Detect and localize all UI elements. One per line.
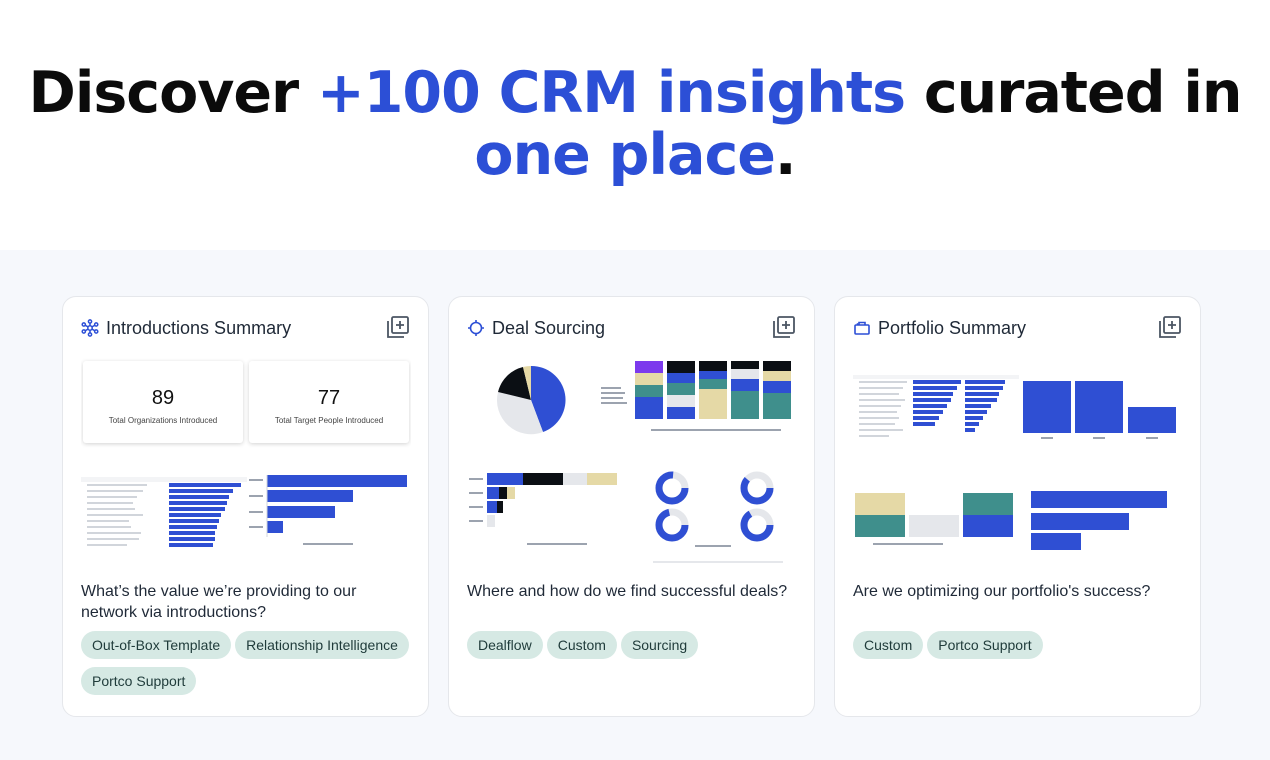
hero-title-middle: curated in: [905, 60, 1243, 126]
card-deal-sourcing[interactable]: Deal Sourcing: [448, 296, 815, 717]
portfolio-summary-thumbnail: [853, 375, 1176, 550]
card-question: Are we optimizing our portfolio's succes…: [853, 583, 1151, 600]
hero-title-prefix: Discover: [28, 60, 317, 126]
card-header: Portfolio Summary: [853, 315, 1182, 341]
card-portfolio-summary[interactable]: Portfolio Summary Are we optimizing our …: [834, 296, 1201, 717]
card-question: Where and how do we find successful deal…: [467, 583, 788, 600]
kpi-label: Total Target People Introduced: [274, 416, 384, 425]
hero-title-accent2: one place: [474, 122, 775, 188]
tag-portco-support[interactable]: Portco Support: [927, 631, 1043, 659]
tag-list: Custom Portco Support: [853, 631, 1183, 659]
tag-custom[interactable]: Custom: [853, 631, 924, 659]
add-to-dashboard-button[interactable]: [772, 315, 796, 339]
card-preview: 89 Total Organizations Introduced 77 Tot…: [81, 357, 411, 567]
card-title: Deal Sourcing: [492, 317, 606, 338]
add-to-dashboard-button[interactable]: [1158, 315, 1182, 339]
target-icon: [467, 319, 485, 337]
kpi-value: 77: [317, 387, 341, 409]
card-header: Deal Sourcing: [467, 315, 796, 341]
hero: Discover +100 CRM insights curated in on…: [0, 0, 1270, 250]
tag-list: Out-of-Box Template Relationship Intelli…: [81, 631, 411, 695]
deal-sourcing-thumbnail: [469, 361, 791, 563]
card-title: Portfolio Summary: [878, 317, 1027, 338]
card-preview: [467, 357, 797, 567]
tag-dealflow[interactable]: Dealflow: [467, 631, 543, 659]
tag-out-of-box-template[interactable]: Out-of-Box Template: [81, 631, 232, 659]
card-title: Introductions Summary: [106, 317, 292, 338]
kpi-label: Total Organizations Introduced: [108, 416, 218, 425]
kpi-organizations-introduced: 89 Total Organizations Introduced: [83, 361, 243, 443]
hero-title-end: .: [774, 122, 797, 188]
kpi-target-people-introduced: 77 Total Target People Introduced: [249, 361, 409, 443]
tag-list: Dealflow Custom Sourcing: [467, 631, 797, 659]
briefcase-icon: [853, 319, 871, 337]
hero-title-accent: +100 CRM insights: [317, 60, 906, 126]
card-introductions-summary[interactable]: Introductions Summary 89 Total Organizat…: [62, 296, 429, 717]
add-to-dashboard-button[interactable]: [386, 315, 410, 339]
kpi-value: 89: [151, 387, 175, 409]
tag-portco-support[interactable]: Portco Support: [81, 667, 197, 695]
tag-sourcing[interactable]: Sourcing: [620, 631, 699, 659]
introductions-table-thumbnail: [81, 475, 407, 549]
network-icon: [81, 319, 99, 337]
card-question: What’s the value we’re providing to our …: [81, 583, 357, 621]
tag-custom[interactable]: Custom: [546, 631, 617, 659]
hero-title: Discover +100 CRM insights curated in on…: [0, 62, 1270, 186]
tag-relationship-intelligence[interactable]: Relationship Intelligence: [235, 631, 409, 659]
card-header: Introductions Summary: [81, 315, 410, 341]
card-preview: [853, 357, 1183, 567]
